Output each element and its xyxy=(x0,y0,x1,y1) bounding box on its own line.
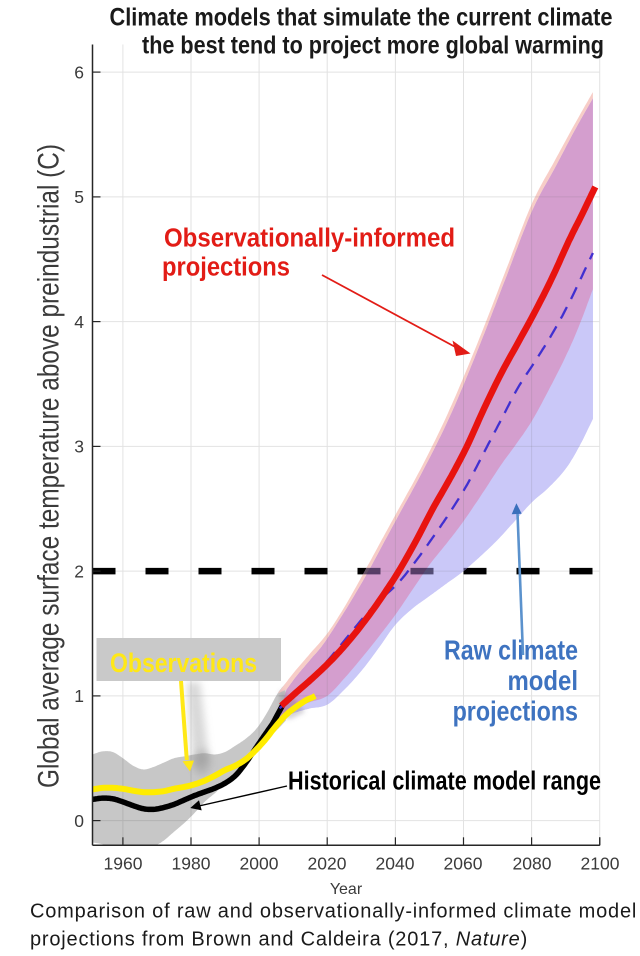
svg-text:projections: projections xyxy=(162,254,290,282)
svg-text:2040: 2040 xyxy=(376,854,415,874)
svg-text:0: 0 xyxy=(74,811,84,831)
svg-text:Global average surface tempera: Global average surface temperature above… xyxy=(33,144,66,788)
svg-text:5: 5 xyxy=(74,187,84,207)
svg-text:Year: Year xyxy=(330,881,363,898)
svg-text:Raw climate: Raw climate xyxy=(444,635,578,666)
svg-text:model: model xyxy=(508,665,579,696)
svg-text:1: 1 xyxy=(74,686,84,706)
svg-text:Observations: Observations xyxy=(110,648,257,678)
svg-text:2080: 2080 xyxy=(513,854,552,874)
svg-text:Climate models that simulate t: Climate models that simulate the current… xyxy=(110,4,613,32)
svg-text:2020: 2020 xyxy=(308,854,347,874)
svg-text:Historical climate model range: Historical climate model range xyxy=(288,768,601,796)
svg-text:2: 2 xyxy=(74,561,84,581)
svg-text:2000: 2000 xyxy=(240,854,279,874)
svg-text:the best tend to project more: the best tend to project more global war… xyxy=(142,32,604,60)
svg-text:Comparison of raw and observat: Comparison of raw and observationally-in… xyxy=(30,901,637,923)
svg-text:projections: projections xyxy=(453,696,578,727)
svg-text:Observationally-informed: Observationally-informed xyxy=(164,224,455,252)
svg-text:projections from Brown and Cal: projections from Brown and Caldeira (201… xyxy=(30,929,528,951)
svg-text:3: 3 xyxy=(74,437,84,457)
svg-text:1980: 1980 xyxy=(172,854,211,874)
svg-text:1960: 1960 xyxy=(104,854,143,874)
svg-text:4: 4 xyxy=(74,312,84,332)
svg-text:6: 6 xyxy=(74,62,84,82)
svg-text:2100: 2100 xyxy=(581,854,620,874)
svg-text:2060: 2060 xyxy=(444,854,483,874)
